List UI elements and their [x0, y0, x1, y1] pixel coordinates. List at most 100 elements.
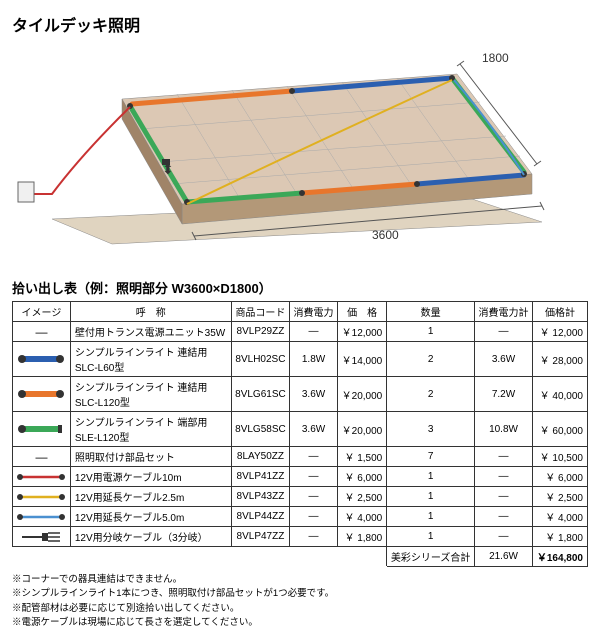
- row-price: ￥ 6,000: [337, 467, 386, 487]
- note-line: ※シンプルラインライト1本につき、照明取付け部品セットが1つ必要です。: [12, 587, 588, 601]
- table-row: 12V用分岐ケーブル（3分岐）8VLP47ZZ―￥ 1,8001―￥ 1,800: [13, 527, 588, 547]
- col-header: 商品コード: [231, 302, 289, 322]
- row-code: 8VLP47ZZ: [231, 527, 289, 547]
- row-power-sum: 3.6W: [475, 342, 533, 377]
- row-power-sum: ―: [475, 527, 533, 547]
- row-qty: 1: [387, 507, 475, 527]
- row-name: 12V用分岐ケーブル（3分岐）: [70, 527, 231, 547]
- col-header: イメージ: [13, 302, 71, 322]
- table-row: 12V用延長ケーブル5.0m8VLP44ZZ―￥ 4,0001―￥ 4,000: [13, 507, 588, 527]
- row-power: ―: [290, 527, 338, 547]
- table-row: ―照明取付け部品セット8LAY50ZZ―￥ 1,5007―￥ 10,500: [13, 447, 588, 467]
- row-icon: [13, 342, 71, 377]
- row-power: ―: [290, 467, 338, 487]
- row-qty: 1: [387, 467, 475, 487]
- row-price: ￥ 1,500: [337, 447, 386, 467]
- row-icon: ―: [13, 447, 71, 467]
- row-subtotal: ￥ 60,000: [532, 412, 587, 447]
- row-power-sum: ―: [475, 467, 533, 487]
- table-row: シンプルラインライト 連結用 SLC-L120型8VLG61SC3.6W￥20,…: [13, 377, 588, 412]
- row-price: ￥ 4,000: [337, 507, 386, 527]
- col-header: 呼 称: [70, 302, 231, 322]
- row-power-sum: ―: [475, 507, 533, 527]
- row-subtotal: ￥ 10,500: [532, 447, 587, 467]
- notes: ※コーナーでの器具連結はできません。※シンプルラインライト1本につき、照明取付け…: [12, 573, 588, 630]
- row-subtotal: ￥ 2,500: [532, 487, 587, 507]
- table-row: 12V用延長ケーブル2.5m8VLP43ZZ―￥ 2,5001―￥ 2,500: [13, 487, 588, 507]
- svg-text:⬍: ⬍: [162, 161, 174, 177]
- row-name: シンプルラインライト 連結用 SLC-L60型: [70, 342, 231, 377]
- row-power: ―: [290, 322, 338, 342]
- row-power: ―: [290, 507, 338, 527]
- row-subtotal: ￥ 28,000: [532, 342, 587, 377]
- row-code: 8VLP41ZZ: [231, 467, 289, 487]
- row-power-sum: ―: [475, 447, 533, 467]
- row-code: 8VLP44ZZ: [231, 507, 289, 527]
- note-line: ※コーナーでの器具連結はできません。: [12, 573, 588, 587]
- row-name: シンプルラインライト 端部用 SLE-L120型: [70, 412, 231, 447]
- row-icon: ―: [13, 322, 71, 342]
- row-price: ￥ 1,800: [337, 527, 386, 547]
- note-line: ※配管部材は必要に応じて別途拾い出してください。: [12, 602, 588, 616]
- row-price: ￥12,000: [337, 322, 386, 342]
- row-icon: [13, 412, 71, 447]
- row-name: 壁付用トランス電源ユニット35W: [70, 322, 231, 342]
- row-subtotal: ￥ 6,000: [532, 467, 587, 487]
- row-icon: [13, 377, 71, 412]
- table-title: 拾い出し表（例：照明部分 W3600×D1800）: [12, 278, 588, 297]
- row-code: 8VLP29ZZ: [231, 322, 289, 342]
- row-name: 照明取付け部品セット: [70, 447, 231, 467]
- row-power: 3.6W: [290, 412, 338, 447]
- row-code: 8VLH02SC: [231, 342, 289, 377]
- row-power-sum: 7.2W: [475, 377, 533, 412]
- table-row: 12V用電源ケーブル10m8VLP41ZZ―￥ 6,0001―￥ 6,000: [13, 467, 588, 487]
- page-title: タイルデッキ照明: [12, 12, 588, 36]
- row-subtotal: ￥ 1,800: [532, 527, 587, 547]
- row-price: ￥14,000: [337, 342, 386, 377]
- col-header: 消費電力計: [475, 302, 533, 322]
- row-name: 12V用延長ケーブル2.5m: [70, 487, 231, 507]
- row-name: シンプルラインライト 連結用 SLC-L120型: [70, 377, 231, 412]
- row-icon: [13, 467, 71, 487]
- total-label: 美彩シリーズ合計: [387, 547, 475, 567]
- row-subtotal: ￥ 12,000: [532, 322, 587, 342]
- row-price: ￥20,000: [337, 377, 386, 412]
- row-icon: [13, 507, 71, 527]
- row-code: 8LAY50ZZ: [231, 447, 289, 467]
- row-qty: 3: [387, 412, 475, 447]
- row-qty: 2: [387, 342, 475, 377]
- row-power: ―: [290, 487, 338, 507]
- row-power-sum: ―: [475, 322, 533, 342]
- row-qty: 1: [387, 487, 475, 507]
- col-header: 価格計: [532, 302, 587, 322]
- row-power: 1.8W: [290, 342, 338, 377]
- note-line: ※電源ケーブルは現場に応じて長さを選定してください。: [12, 616, 588, 630]
- row-qty: 1: [387, 527, 475, 547]
- col-header: 価 格: [337, 302, 386, 322]
- col-header: 消費電力: [290, 302, 338, 322]
- deck-diagram: 1800 3600 ⬍: [12, 44, 572, 264]
- row-qty: 2: [387, 377, 475, 412]
- table-row: シンプルラインライト 端部用 SLE-L120型8VLG58SC3.6W￥20,…: [13, 412, 588, 447]
- row-code: 8VLG61SC: [231, 377, 289, 412]
- row-name: 12V用電源ケーブル10m: [70, 467, 231, 487]
- row-power: ―: [290, 447, 338, 467]
- table-row: シンプルラインライト 連結用 SLC-L60型8VLH02SC1.8W￥14,0…: [13, 342, 588, 377]
- total-price: ￥164,800: [532, 547, 587, 567]
- row-code: 8VLG58SC: [231, 412, 289, 447]
- row-price: ￥20,000: [337, 412, 386, 447]
- row-subtotal: ￥ 40,000: [532, 377, 587, 412]
- row-icon: [13, 527, 71, 547]
- row-code: 8VLP43ZZ: [231, 487, 289, 507]
- dim-3600: 3600: [372, 228, 399, 242]
- table-row: ―壁付用トランス電源ユニット35W8VLP29ZZ―￥12,0001―￥ 12,…: [13, 322, 588, 342]
- row-price: ￥ 2,500: [337, 487, 386, 507]
- total-power: 21.6W: [475, 547, 533, 567]
- row-qty: 7: [387, 447, 475, 467]
- parts-table: イメージ呼 称商品コード消費電力価 格数量消費電力計価格計 ―壁付用トランス電源…: [12, 301, 588, 567]
- row-name: 12V用延長ケーブル5.0m: [70, 507, 231, 527]
- row-qty: 1: [387, 322, 475, 342]
- row-power-sum: 10.8W: [475, 412, 533, 447]
- row-power-sum: ―: [475, 487, 533, 507]
- row-subtotal: ￥ 4,000: [532, 507, 587, 527]
